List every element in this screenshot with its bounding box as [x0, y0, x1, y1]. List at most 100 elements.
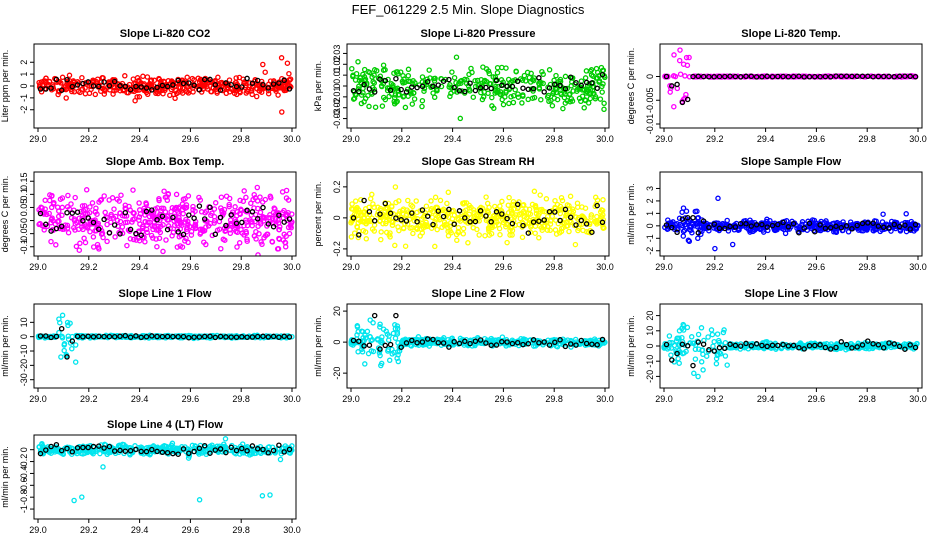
data-point — [134, 447, 138, 451]
scatter-plot: degrees C per min.-0.1-0.0500.050.10.152… — [0, 156, 302, 280]
data-point — [387, 94, 391, 98]
data-point — [261, 62, 265, 66]
data-point — [287, 198, 291, 202]
data-point — [80, 495, 84, 499]
data-point — [105, 239, 109, 243]
data-point — [691, 364, 695, 368]
y-tick-label: -1 — [19, 94, 29, 102]
data-point — [701, 368, 705, 372]
y-tick-label: -0.01 — [332, 87, 342, 108]
data-point — [123, 211, 127, 215]
data-point — [723, 354, 727, 358]
data-point — [123, 74, 127, 78]
data-point — [190, 230, 194, 234]
data-point — [582, 106, 586, 110]
data-point — [166, 228, 170, 232]
data-point — [256, 224, 260, 228]
data-point — [131, 77, 135, 81]
data-point — [355, 324, 359, 328]
data-point — [197, 88, 201, 92]
data-point — [739, 75, 743, 79]
x-tick-label: 29.2 — [80, 525, 98, 535]
data-point — [367, 210, 371, 214]
data-point — [60, 327, 64, 331]
data-point — [268, 493, 272, 497]
data-point — [601, 198, 605, 202]
data-point — [258, 210, 262, 214]
data-point — [48, 198, 52, 202]
data-point — [438, 198, 442, 202]
data-point — [74, 343, 78, 347]
data-point — [374, 105, 378, 109]
x-tick-label: 29.8 — [545, 134, 563, 144]
data-point — [445, 201, 449, 205]
data-point — [397, 199, 401, 203]
data-point — [80, 76, 84, 80]
data-point — [415, 86, 419, 90]
data-point — [680, 100, 684, 104]
data-point — [65, 211, 69, 215]
data-point — [710, 333, 714, 337]
data-point — [77, 248, 81, 252]
data-point — [681, 323, 685, 327]
data-point — [541, 72, 545, 76]
data-point — [223, 437, 227, 441]
x-tick-label: 29.6 — [495, 394, 513, 404]
data-point — [573, 243, 577, 247]
data-point — [506, 203, 510, 207]
data-point — [602, 101, 606, 105]
data-point — [165, 218, 169, 222]
data-point — [219, 215, 223, 219]
data-point — [272, 206, 276, 210]
data-point — [712, 340, 716, 344]
data-point — [134, 232, 138, 236]
data-point — [505, 84, 509, 88]
y-tick-label: 0 — [19, 447, 29, 452]
data-point — [287, 72, 291, 76]
data-point — [477, 233, 481, 237]
data-point — [362, 198, 366, 202]
data-point — [389, 343, 393, 347]
data-point — [383, 343, 387, 347]
data-point — [527, 76, 531, 80]
data-point — [373, 314, 377, 318]
data-point — [702, 342, 706, 346]
data-point — [435, 228, 439, 232]
data-point — [260, 494, 264, 498]
data-point — [561, 107, 565, 111]
data-point — [676, 357, 680, 361]
data-point — [186, 240, 190, 244]
data-point — [514, 70, 518, 74]
x-tick-label: 29.2 — [706, 394, 724, 404]
panel-4: Slope Amb. Box Temp.degrees C per min.-0… — [0, 156, 302, 280]
data-point — [234, 76, 238, 80]
y-axis-label: ml/min per min. — [313, 315, 323, 377]
data-point — [266, 445, 270, 449]
data-point — [229, 213, 233, 217]
data-point — [404, 90, 408, 94]
data-point — [64, 96, 68, 100]
y-tick-label: 2 — [645, 198, 655, 203]
data-point — [285, 188, 289, 192]
data-point — [406, 74, 410, 78]
y-tick-label: -0.2 — [332, 241, 342, 257]
data-point — [367, 352, 371, 356]
data-point — [466, 241, 470, 245]
panel-3: Slope Li-820 Temp.degrees C per min.-0.0… — [626, 28, 928, 152]
data-point — [107, 198, 111, 202]
y-axis-label: ml/min per min. — [0, 446, 10, 508]
data-point — [367, 205, 371, 209]
data-point — [490, 96, 494, 100]
data-point — [516, 202, 520, 206]
y-tick-label: -30 — [19, 373, 29, 386]
data-point — [427, 68, 431, 72]
data-point — [239, 207, 243, 211]
data-point — [145, 223, 149, 227]
data-point — [529, 80, 533, 84]
data-point — [542, 90, 546, 94]
